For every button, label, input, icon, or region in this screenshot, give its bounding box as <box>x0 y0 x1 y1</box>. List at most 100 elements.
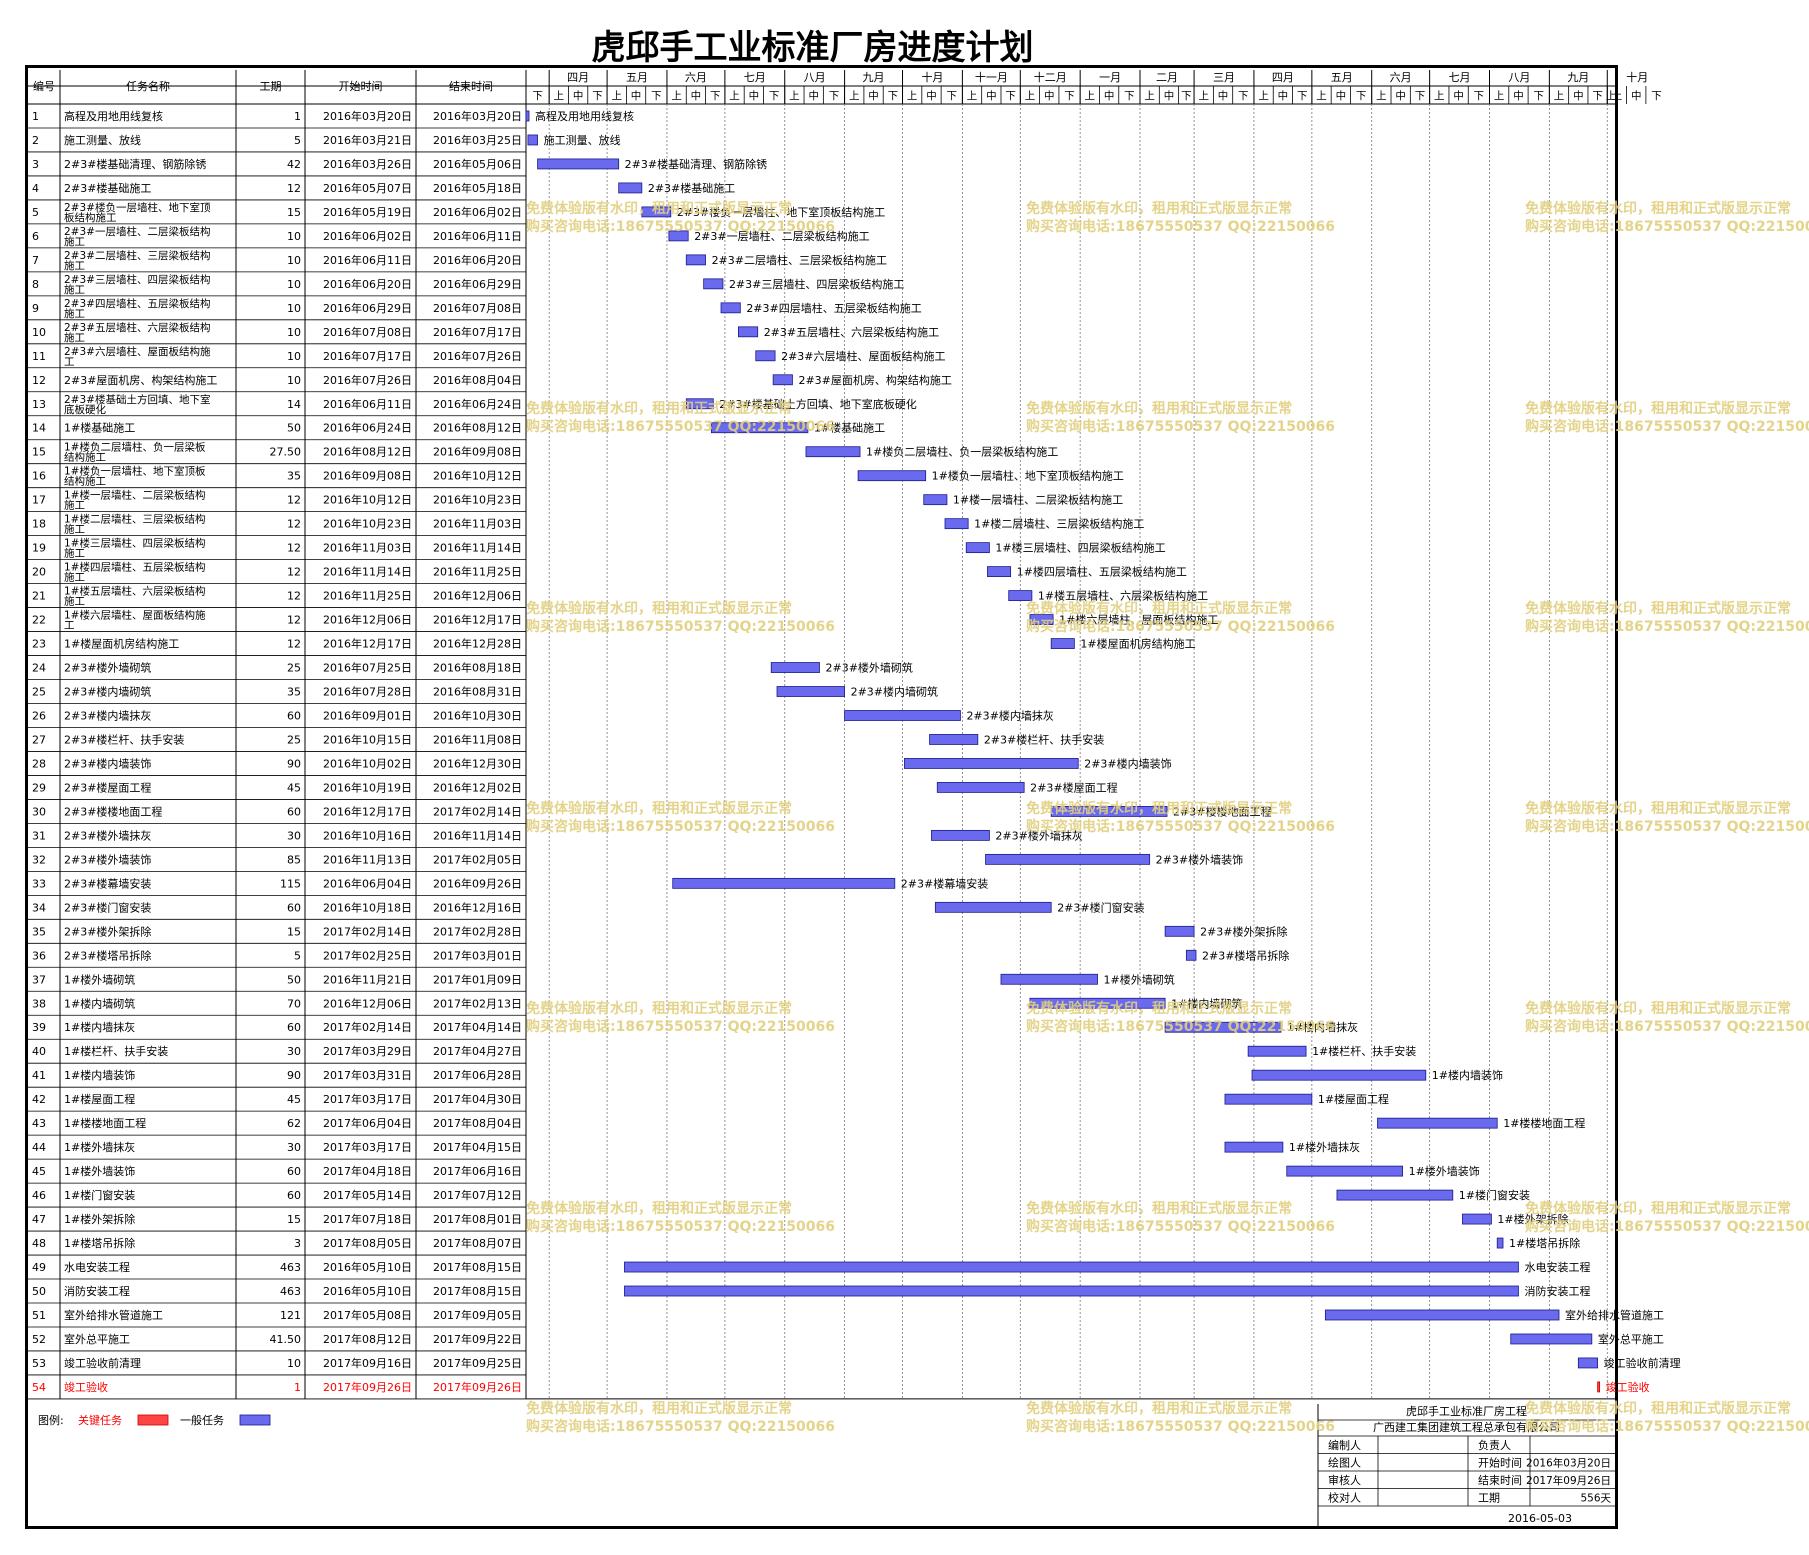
month-label: 五月 <box>1331 71 1353 84</box>
task-start: 2016年09月01日 <box>323 708 412 722</box>
footer-cell-value: 2017年09月26日 <box>1526 1474 1611 1487</box>
task-name: 1#楼二层墙柱、三层梁板结构 <box>64 513 205 526</box>
task-duration: 10 <box>287 254 301 267</box>
month-label: 九月 <box>1567 71 1589 84</box>
gantt-bar-label: 2#3#楼负一层墙柱、地下室顶板结构施工 <box>677 205 885 219</box>
task-id: 8 <box>32 278 39 291</box>
task-duration: 10 <box>287 302 301 315</box>
decade-label: 上 <box>967 90 978 102</box>
task-end: 2017年08月01日 <box>433 1212 522 1226</box>
decade-label: 中 <box>691 89 702 102</box>
gantt-bar <box>934 901 1052 913</box>
gantt-bar-label: 2#3#三层墙柱、四层梁板结构施工 <box>729 277 904 291</box>
footer-cell-label: 负责人 <box>1478 1438 1511 1452</box>
legend-critical-label: 关键任务 <box>78 1413 122 1427</box>
task-end: 2016年10月12日 <box>433 469 522 483</box>
task-start: 2016年12月17日 <box>323 637 412 651</box>
task-name: 1#楼内墙抹灰 <box>64 1020 135 1034</box>
task-end: 2017年09月26日 <box>433 1380 522 1394</box>
gantt-bar <box>1247 1045 1307 1057</box>
task-duration: 15 <box>287 925 301 938</box>
decade-label: 中 <box>1336 89 1347 102</box>
gantt-bar-label: 1#楼负二层墙柱、负一层梁板结构施工 <box>866 445 1058 459</box>
decade-label: 上 <box>1612 90 1623 102</box>
month-label: 六月 <box>685 71 707 84</box>
task-start: 2016年05月19日 <box>323 205 412 219</box>
task-end: 2016年05月06日 <box>433 157 522 171</box>
decade-label: 中 <box>1164 89 1175 102</box>
gantt-bar <box>527 134 538 146</box>
gantt-bar-label: 2#3#一层墙柱、二层梁板结构施工 <box>694 229 869 243</box>
decade-label: 上 <box>612 90 623 102</box>
task-name: 2#3#楼外墙砌筑 <box>64 661 151 675</box>
column-header-duration: 工期 <box>260 80 282 93</box>
gantt-bar-label: 2#3#楼楼地面工程 <box>1173 804 1271 818</box>
task-end: 2017年02月13日 <box>433 996 522 1010</box>
gantt-bar <box>1000 973 1098 985</box>
column-header-id: 编号 <box>33 79 55 93</box>
task-id: 30 <box>32 805 46 818</box>
task-duration: 25 <box>287 733 301 746</box>
task-id: 26 <box>32 709 46 722</box>
gantt-bar <box>776 686 845 697</box>
task-duration: 10 <box>287 350 301 363</box>
gantt-bar-label: 1#楼屋面机房结构施工 <box>1080 637 1195 651</box>
task-start: 2016年11月25日 <box>323 589 412 603</box>
task-id: 50 <box>32 1285 46 1298</box>
decade-label: 下 <box>1356 90 1367 102</box>
month-label: 二月 <box>1156 71 1178 84</box>
gantt-bar <box>618 182 643 194</box>
gantt-bar-label: 2#3#楼内墙砌筑 <box>851 685 938 699</box>
task-duration: 14 <box>287 398 301 411</box>
task-end: 2016年11月03日 <box>433 517 522 531</box>
task-end: 2016年11月25日 <box>433 565 522 579</box>
task-start: 2016年06月20日 <box>323 277 412 291</box>
footer-cell-label: 开始时间 <box>1478 1456 1522 1470</box>
task-end: 2017年04月14日 <box>433 1020 522 1034</box>
gantt-bar-label: 2#3#楼外架拆除 <box>1200 924 1287 938</box>
gantt-bar <box>755 350 776 362</box>
gantt-bar <box>685 254 706 266</box>
decade-label: 下 <box>769 90 780 102</box>
gantt-bar-label: 2#3#二层墙柱、三层梁板结构施工 <box>712 253 887 267</box>
task-start: 2016年07月17日 <box>323 349 412 363</box>
task-duration: 60 <box>287 805 301 818</box>
task-name: 2#3#楼基础施工 <box>64 181 151 195</box>
task-start: 2016年10月16日 <box>323 828 412 842</box>
task-name: 1#楼栏杆、扶手安装 <box>64 1044 168 1058</box>
decade-label: 中 <box>986 89 997 102</box>
task-id: 47 <box>32 1213 46 1226</box>
month-label: 十一月 <box>975 70 1008 84</box>
decade-label: 下 <box>1651 90 1662 102</box>
task-end: 2017年08月04日 <box>433 1116 522 1130</box>
decade-label: 上 <box>1554 90 1565 102</box>
task-duration: 25 <box>287 662 301 675</box>
task-id: 29 <box>32 781 46 794</box>
task-name: 1#楼负一层墙柱、地下室顶板 <box>64 465 206 478</box>
task-id: 42 <box>32 1093 46 1106</box>
gantt-bar-label: 1#楼外墙装饰 <box>1409 1164 1480 1178</box>
task-name: 竣工验收前清理 <box>64 1356 141 1370</box>
task-end: 2016年10月23日 <box>433 493 522 507</box>
gantt-bar <box>1510 1333 1593 1345</box>
task-duration: 12 <box>287 494 301 507</box>
task-duration: 70 <box>287 997 301 1010</box>
decade-label: 中 <box>926 89 937 102</box>
task-name: 2#3#一层墙柱、二层梁板结构 <box>64 225 210 238</box>
task-start: 2017年03月29日 <box>323 1044 412 1058</box>
decade-label: 中 <box>1631 89 1642 102</box>
task-end: 2017年08月07日 <box>433 1236 522 1250</box>
task-id: 43 <box>32 1117 46 1130</box>
task-end: 2016年08月04日 <box>433 373 522 387</box>
task-start: 2016年10月19日 <box>323 780 412 794</box>
task-name-line2: 施工 <box>64 571 85 584</box>
gantt-bar-label: 2#3#屋面机房、构架结构施工 <box>798 373 951 387</box>
decade-label: 中 <box>1278 89 1289 102</box>
footer-company: 广西建工集团建筑工程总承包有限公司 <box>1373 1420 1560 1434</box>
task-name: 1#楼楼地面工程 <box>64 1116 146 1130</box>
page-title: 虎邱手工业标准厂房进度计划 <box>591 28 1034 68</box>
task-start: 2017年04月18日 <box>323 1164 412 1178</box>
task-name: 2#3#屋面机房、构架结构施工 <box>64 373 217 387</box>
task-id: 46 <box>32 1189 46 1202</box>
